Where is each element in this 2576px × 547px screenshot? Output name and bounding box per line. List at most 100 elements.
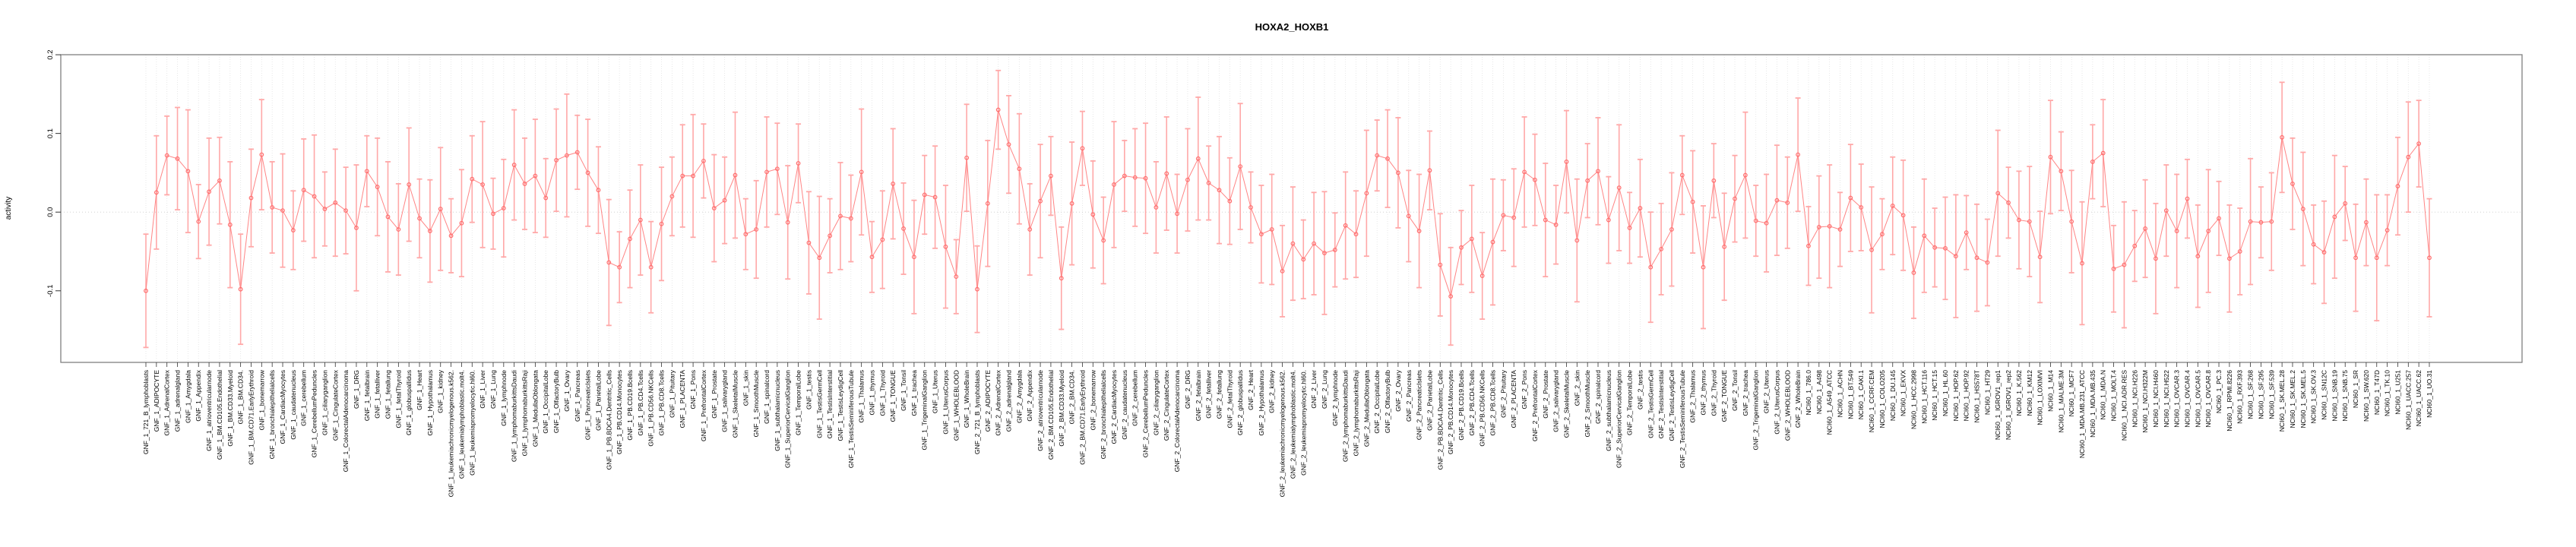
x-tick-label: NCI60_1_M14 (2046, 370, 2054, 412)
data-point (733, 172, 738, 178)
data-point (1985, 260, 1990, 265)
data-point (470, 176, 475, 182)
data-point (1385, 156, 1390, 161)
x-tick-label: GNF_1_WHOLEBLOOD (952, 370, 960, 441)
x-tick-label: GNF_2_TestisInterstitial (1657, 370, 1665, 438)
data-point (227, 222, 233, 227)
x-tick-label: NCI60_1_HL.60 (1941, 370, 1949, 416)
data-point (270, 205, 275, 210)
data-point (364, 169, 369, 174)
x-tick-label: GNF_1_OccipitalLobe (542, 370, 549, 434)
x-tick-label: NCI60_1_RXF.393 (2236, 370, 2244, 424)
x-tick-label: GNF_2_TestisLeydigCell (1668, 370, 1676, 441)
data-point (1027, 227, 1033, 232)
data-point (880, 237, 885, 242)
data-point (480, 182, 486, 187)
data-point (396, 227, 401, 232)
data-point (2427, 255, 2432, 261)
data-point (806, 240, 812, 245)
x-tick-label: GNF_1_BM.CD105.Endothelial (216, 370, 223, 460)
data-point (185, 169, 191, 174)
data-point (2100, 150, 2106, 156)
data-point (238, 286, 243, 292)
data-point (2321, 250, 2327, 255)
data-point (1806, 243, 1811, 248)
data-point (2132, 243, 2138, 248)
x-tick-label: GNF_1_bronchialepithelialcells (268, 370, 276, 459)
data-point (1175, 211, 1179, 217)
data-point (680, 173, 685, 179)
data-point (354, 226, 359, 230)
x-tick-label: GNF_1_leukemiapromyelocytic.hl60. (468, 370, 476, 476)
data-point (1164, 171, 1169, 176)
x-tick-label: GNF_1_Tonsil (900, 370, 907, 411)
x-tick-label: GNF_1_Pons (689, 370, 697, 409)
data-point (1774, 198, 1780, 203)
data-point (1859, 205, 1864, 210)
x-tick-label: GNF_2_AdrenalCortex (995, 369, 1002, 435)
data-point (407, 182, 412, 187)
data-point (2111, 266, 2116, 271)
x-tick-label: NCI60_1_NCI.H460 (2152, 370, 2160, 428)
data-point (1438, 262, 1443, 267)
x-tick-label: NCI60_1_T47D (2373, 370, 2381, 415)
x-tick-label: GNF_1_PB.CD19.Bcells (626, 370, 634, 441)
data-point (1069, 201, 1074, 206)
x-tick-label: GNF_2_Pancreas (1405, 370, 1413, 422)
x-tick-label: GNF_2_ciliaryganglion (1152, 370, 1160, 435)
x-tick-label: GNF_2_bronchialepithelialcells (1100, 370, 1107, 459)
x-tick-label: GNF_1_PrefrontalCortex (700, 369, 707, 441)
x-tick-label: NCI60_1_SNB.19 (2331, 370, 2338, 422)
data-point (1869, 248, 1874, 252)
data-point (1406, 213, 1411, 219)
data-point (1911, 270, 1916, 275)
x-tick-label: GNF_2_leukemialymphoblastic.molt4. (1289, 370, 1296, 479)
x-tick-label: GNF_2_TrigeminalGanglion (1752, 370, 1760, 451)
x-tick-label: GNF_2_PrefrontalCortex (1531, 369, 1539, 441)
data-point (1290, 241, 1296, 246)
x-tick-label: NCI60_1_CCRF.CEM (1868, 370, 1875, 432)
x-tick-label: NCI60_1_A549_ATCC (1826, 370, 1834, 435)
data-point (596, 188, 601, 193)
plot-border (60, 54, 2523, 363)
data-point (2122, 262, 2127, 267)
x-tick-label: GNF_1_Thyroid (878, 370, 886, 416)
x-tick-label: GNF_1_ColorectalAdenocarcinoma (342, 370, 350, 472)
data-point (1375, 153, 1380, 158)
data-point (1522, 169, 1527, 175)
x-tick-label: GNF_2_atrioventricularnode (1036, 370, 1044, 451)
x-tick-label: GNF_1_Ovary (563, 369, 571, 412)
x-tick-label: GNF_2_SuperiorCervicalGanglion (1616, 370, 1623, 468)
data-point (691, 173, 695, 179)
data-point (975, 286, 979, 292)
x-tick-label: NCI60_1_MDA.MB.435 (2089, 370, 2097, 438)
x-tick-label: NCI60_1_LOXIMVI (2036, 370, 2044, 425)
x-tick-label: GNF_2_Ovary (1394, 369, 1402, 412)
data-point (1922, 233, 1927, 239)
x-tick-label: GNF_2_BM.CD33.Myeloid (1058, 370, 1065, 447)
data-point (2364, 220, 2369, 225)
x-tick-label: GNF_2_CerebellumPeduncles (1142, 370, 1150, 457)
data-point (574, 150, 580, 155)
data-point (954, 274, 959, 280)
x-tick-label: GNF_1_subthalamicnucleus (774, 370, 781, 451)
x-tick-label: GNF_1_Heart (416, 369, 423, 410)
data-point (1301, 257, 1306, 262)
x-tick-label: NCI60_1_SK.OV.3 (2310, 370, 2318, 424)
x-tick-label: GNF_1_skin (742, 370, 749, 406)
data-point (2174, 229, 2179, 233)
y-axis-label: activity (5, 197, 13, 220)
x-tick-label: NCI60_1_MALME.3M (2057, 370, 2065, 433)
x-tick-label: GNF_1_PB.CD56.NKCells (647, 370, 655, 447)
x-tick-label: GNF_2_ParietalLobe (1426, 370, 1433, 431)
x-tick-label: GNF_2_ColorectalAdenocarcinoma (1173, 370, 1181, 472)
x-tick-label: GNF_1_globuspallidus (405, 370, 413, 435)
data-point (153, 190, 159, 195)
data-point (1733, 196, 1737, 201)
data-point (796, 161, 801, 166)
data-point (1238, 164, 1243, 169)
data-point (1396, 170, 1400, 175)
data-point (259, 152, 264, 157)
data-point (722, 198, 727, 203)
x-tick-label: GNF_2_Heart (1247, 369, 1255, 410)
